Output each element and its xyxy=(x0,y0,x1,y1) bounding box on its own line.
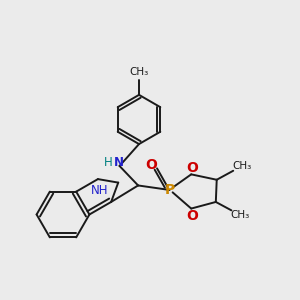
Text: O: O xyxy=(186,209,198,223)
Text: CH₃: CH₃ xyxy=(231,210,250,220)
Text: O: O xyxy=(186,161,198,175)
Text: CH₃: CH₃ xyxy=(129,68,148,77)
Text: H: H xyxy=(104,156,112,169)
Text: P: P xyxy=(164,183,175,197)
Text: CH₃: CH₃ xyxy=(232,161,252,171)
Text: O: O xyxy=(146,158,158,172)
Text: N: N xyxy=(114,156,124,169)
Text: NH: NH xyxy=(91,184,108,197)
